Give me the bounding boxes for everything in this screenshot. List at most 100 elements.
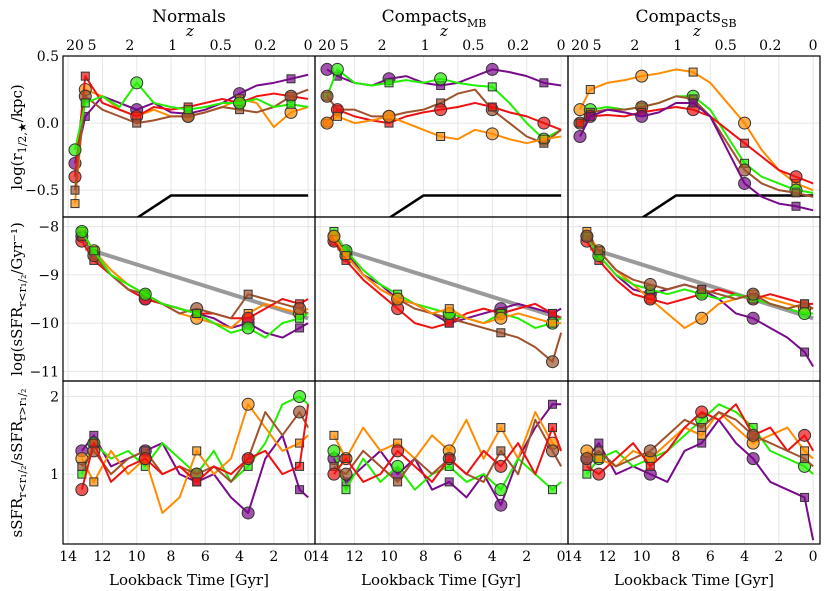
column-title-normals: Normals (152, 7, 226, 27)
reference-trend-line (84, 246, 309, 321)
marker-square-green (80, 98, 90, 108)
marker-square-orange (444, 304, 454, 314)
marker-circle-red (241, 452, 255, 466)
marker-square-brown (791, 188, 801, 198)
panel-size-compactssb (568, 56, 820, 217)
marker-square-purple (688, 98, 698, 108)
panel-ratio-normals (63, 381, 315, 544)
top-tick-label: 1 (421, 38, 430, 54)
marker-square-orange (192, 446, 202, 456)
series-line-red (579, 105, 814, 185)
top-tick-label: 0 (304, 38, 313, 54)
marker-square-green (487, 82, 497, 92)
marker-circle-green (75, 224, 89, 238)
panel-size-normals (63, 56, 315, 217)
marker-square-orange (585, 85, 595, 95)
y-tick-label: 2 (50, 390, 59, 406)
marker-circle-purple (635, 109, 649, 123)
y-tick-label: 0.5 (37, 49, 59, 65)
marker-square-purple (800, 492, 810, 502)
marker-square-red (645, 461, 655, 471)
marker-circle-brown (643, 278, 657, 292)
bottom-tick-label: 0 (557, 549, 566, 565)
marker-square-purple (539, 78, 549, 88)
marker-square-purple (444, 477, 454, 487)
bottom-tick-label: 0 (809, 549, 818, 565)
marker-circle-purple (746, 311, 760, 325)
bottom-tick-label: 14 (59, 549, 77, 565)
marker-square-green (192, 308, 202, 318)
y-tick-label: −0.5 (25, 183, 59, 199)
marker-circle-red (592, 467, 606, 481)
marker-square-purple (791, 201, 801, 211)
marker-circle-green (138, 287, 152, 301)
bottom-tick-label: 4 (235, 549, 244, 565)
marker-circle-orange (494, 311, 508, 325)
marker-circle-brown (293, 302, 307, 316)
panel-frame (62, 216, 316, 382)
marker-square-brown (697, 423, 707, 433)
bottom-tick-label: 8 (672, 549, 681, 565)
ylabel-row2: log(sSFRr<r₁/₂/Gyr⁻¹) (8, 222, 29, 376)
xlabel-col2: Lookback Time [Gyr] (361, 571, 521, 589)
bottom-tick-label: 12 (346, 549, 364, 565)
marker-square-red (192, 477, 202, 487)
marker-square-brown (132, 118, 142, 128)
marker-square-orange (548, 318, 558, 328)
panel-size-compactsmb (315, 56, 568, 217)
column-title-compacts-sb: CompactsSB (635, 7, 736, 30)
panel-frame (567, 55, 821, 218)
marker-square-orange (70, 199, 80, 209)
top-tick-label: 1 (168, 38, 177, 54)
marker-circle-red (434, 103, 448, 117)
marker-circle-orange (695, 311, 709, 325)
marker-circle-brown (320, 89, 334, 103)
marker-square-orange (800, 446, 810, 456)
marker-square-red (548, 423, 558, 433)
top-tick-label: 5 (593, 38, 602, 54)
resolution-limit-line (641, 194, 814, 217)
marker-circle-brown (339, 467, 353, 481)
marker-circle-orange (241, 397, 255, 411)
bottom-tick-label: 6 (201, 549, 210, 565)
marker-square-brown (393, 477, 403, 487)
marker-square-purple (697, 438, 707, 448)
marker-square-brown (243, 289, 253, 299)
marker-square-orange (329, 430, 339, 440)
panel-frame (567, 216, 821, 382)
marker-circle-orange (382, 109, 396, 123)
marker-square-brown (800, 299, 810, 309)
marker-square-purple (585, 111, 595, 121)
series-line-purple (579, 101, 814, 212)
reference-trend-line (589, 246, 814, 321)
top-axis-label-col2: z (439, 22, 448, 40)
panel-frame (314, 380, 569, 545)
top-tick-label: 2 (378, 38, 387, 54)
xlabel-col3: Lookback Time [Gyr] (614, 571, 774, 589)
top-tick-labels: 20 5 2 1 0.5 0.2 0 20 5 2 1 0.5 0.2 0 20 5 2 1 0.5 0.2 0 (66, 38, 818, 54)
top-tick-label: 0.2 (254, 38, 276, 54)
panel-ratio-compactssb (568, 381, 820, 544)
panel-ssfr-normals (63, 217, 315, 381)
top-tick-label: 20 (571, 38, 589, 54)
marker-square-brown (70, 185, 80, 195)
marker-circle-red (798, 428, 812, 442)
marker-circle-orange (320, 116, 334, 130)
marker-circle-orange (327, 229, 341, 243)
top-tick-label: 0.2 (507, 38, 529, 54)
marker-circle-purple (746, 452, 760, 466)
marker-square-brown (496, 328, 506, 338)
marker-square-red (341, 454, 351, 464)
marker-circle-purple (738, 176, 752, 190)
top-tick-label: 2 (125, 38, 134, 54)
bottom-tick-label: 4 (740, 549, 749, 565)
marker-circle-purple (485, 62, 499, 76)
marker-circle-red (138, 452, 152, 466)
marker-circle-orange (738, 116, 752, 130)
bottom-tick-label: 10 (380, 549, 398, 565)
marker-square-purple (295, 485, 305, 495)
ylabel-row1: log(r1/2,★/kpc) (8, 84, 29, 190)
marker-circle-green (434, 72, 448, 86)
top-tick-label: 0.5 (210, 38, 232, 54)
